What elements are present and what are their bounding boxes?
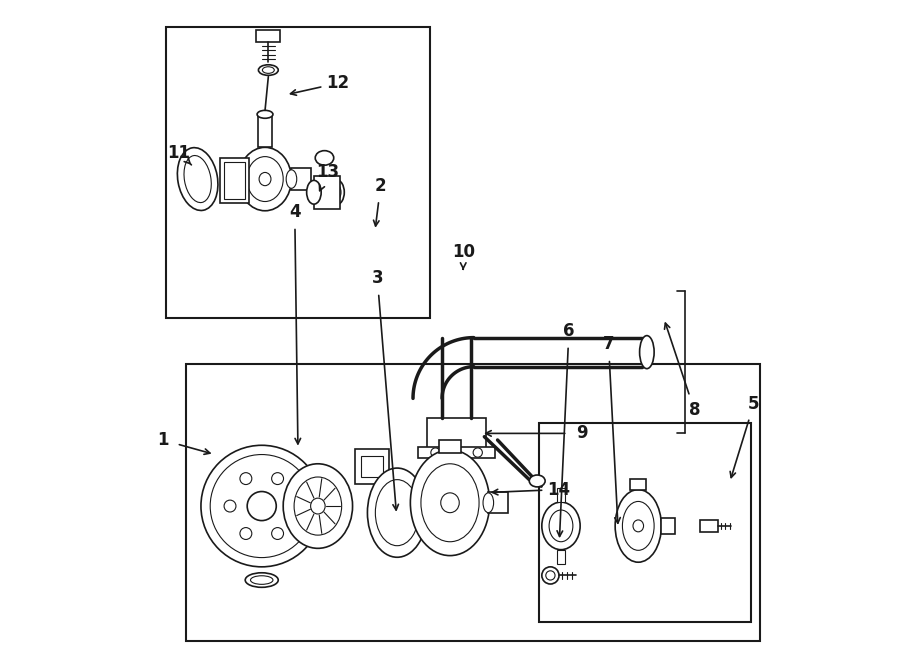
Ellipse shape: [184, 156, 212, 203]
Ellipse shape: [441, 493, 459, 512]
Bar: [185, 364, 760, 641]
Ellipse shape: [315, 151, 334, 166]
Bar: [314, 175, 340, 209]
Bar: [220, 158, 249, 203]
Ellipse shape: [640, 336, 654, 369]
Ellipse shape: [367, 468, 427, 557]
Circle shape: [240, 473, 252, 485]
Ellipse shape: [177, 148, 218, 211]
Ellipse shape: [483, 493, 493, 512]
Ellipse shape: [623, 501, 654, 550]
Bar: [362, 456, 382, 477]
Bar: [256, 30, 280, 42]
Circle shape: [201, 446, 322, 567]
Ellipse shape: [245, 573, 278, 587]
Ellipse shape: [284, 464, 353, 548]
Bar: [258, 115, 272, 148]
Bar: [662, 518, 675, 534]
Ellipse shape: [421, 464, 479, 542]
Ellipse shape: [310, 498, 325, 514]
Ellipse shape: [410, 450, 490, 555]
Bar: [427, 418, 486, 450]
Circle shape: [542, 567, 559, 584]
Text: 6: 6: [563, 322, 575, 340]
Bar: [224, 162, 245, 199]
Circle shape: [272, 473, 284, 485]
Text: 11: 11: [167, 144, 191, 162]
Circle shape: [240, 528, 252, 540]
Bar: [539, 424, 751, 622]
Bar: [699, 520, 718, 532]
Bar: [445, 479, 482, 529]
Text: 5: 5: [748, 395, 760, 412]
Text: 8: 8: [688, 401, 700, 419]
Circle shape: [211, 455, 313, 557]
Text: 12: 12: [326, 74, 349, 92]
Ellipse shape: [529, 475, 545, 487]
Text: 9: 9: [576, 424, 588, 442]
Text: 3: 3: [372, 269, 383, 287]
Ellipse shape: [238, 148, 292, 211]
Circle shape: [224, 500, 236, 512]
Bar: [292, 169, 311, 189]
Text: 4: 4: [289, 203, 301, 221]
Ellipse shape: [286, 170, 297, 188]
Text: 1: 1: [157, 431, 168, 449]
Ellipse shape: [259, 173, 271, 185]
Bar: [355, 449, 389, 484]
Text: 2: 2: [374, 177, 386, 195]
Circle shape: [272, 528, 284, 540]
Ellipse shape: [332, 184, 341, 200]
Ellipse shape: [375, 480, 419, 545]
Bar: [418, 448, 495, 458]
Ellipse shape: [250, 576, 273, 585]
Bar: [166, 27, 430, 318]
Bar: [557, 488, 565, 502]
Ellipse shape: [542, 502, 580, 549]
Circle shape: [431, 448, 440, 457]
Circle shape: [248, 491, 276, 520]
Circle shape: [287, 500, 300, 512]
Ellipse shape: [257, 111, 273, 118]
Text: 13: 13: [316, 164, 339, 181]
Ellipse shape: [258, 65, 278, 75]
Ellipse shape: [633, 520, 643, 532]
Ellipse shape: [549, 510, 573, 542]
Text: 14: 14: [547, 481, 571, 498]
Ellipse shape: [616, 489, 662, 562]
Bar: [489, 492, 508, 513]
Bar: [439, 440, 461, 453]
Ellipse shape: [294, 477, 342, 535]
Ellipse shape: [263, 67, 274, 73]
Ellipse shape: [247, 157, 284, 201]
Bar: [630, 479, 646, 489]
Circle shape: [545, 571, 555, 580]
Ellipse shape: [328, 179, 345, 205]
Ellipse shape: [307, 180, 321, 204]
Circle shape: [473, 448, 482, 457]
Text: 7: 7: [603, 335, 615, 354]
Bar: [557, 549, 565, 564]
Text: 10: 10: [452, 243, 474, 261]
